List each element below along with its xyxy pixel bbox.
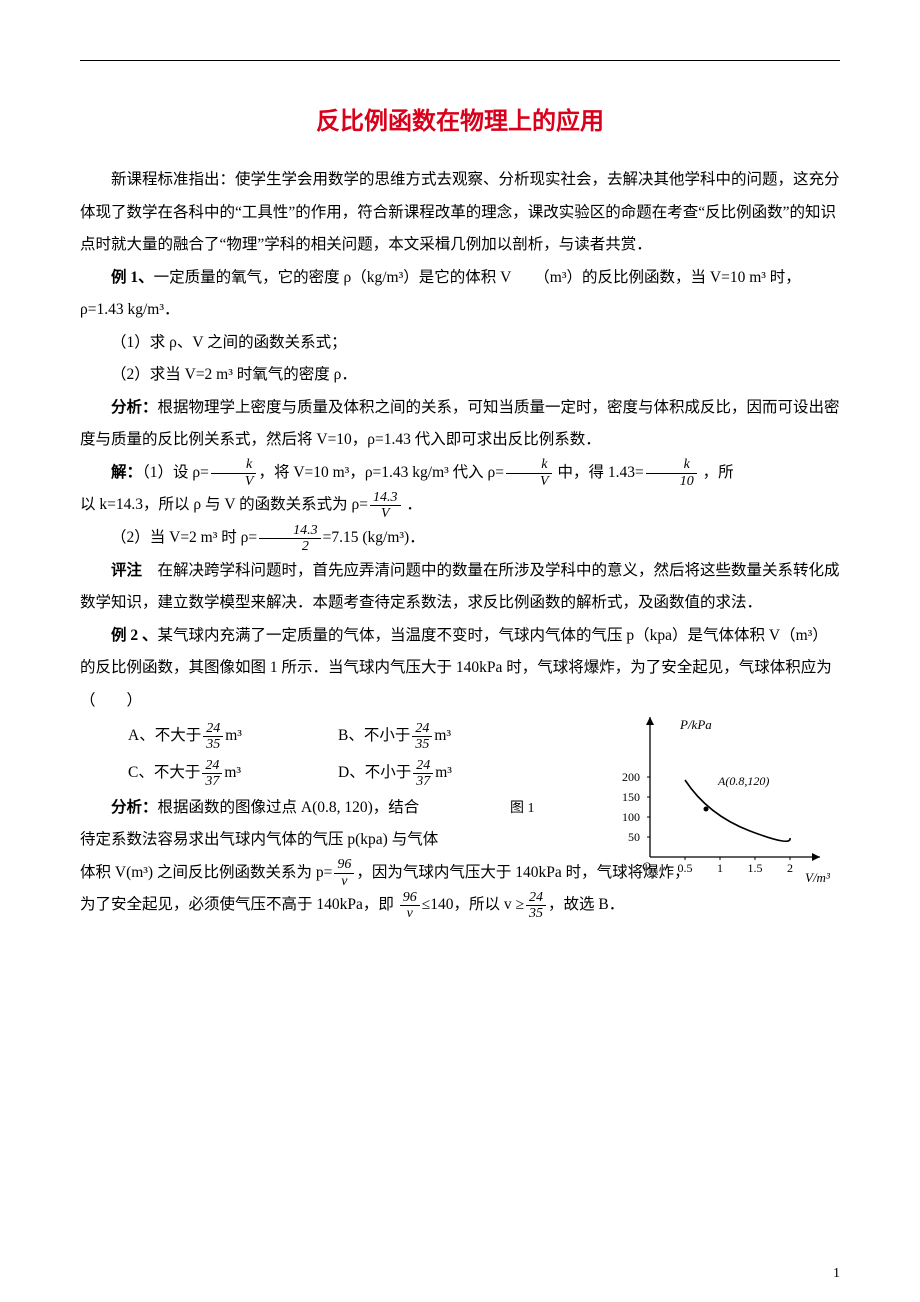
curve [685, 780, 790, 841]
example1: 例 1、一定质量的氧气，它的密度 ρ（kg/m³）是它的体积 V （m³）的反比… [80, 262, 840, 327]
ytick-200: 200 [622, 770, 640, 784]
analysis2-label: 分析： [111, 799, 158, 816]
xtick-05: 0.5 [678, 861, 693, 875]
analysis2-l4: 为了安全起见，必须使气压不高于 140kPa，即 96v≤140，所以 v ≥2… [80, 889, 840, 922]
point-a-label: A(0.8,120) [717, 774, 769, 788]
comment1-label: 评注 [111, 562, 142, 579]
ytick-150: 150 [622, 790, 640, 804]
xtick-1: 1 [717, 861, 723, 875]
analysis1: 分析：根据物理学上密度与质量及体积之间的关系，可知当质量一定时，密度与体积成反比… [80, 392, 840, 457]
example2-body: 某气球内充满了一定质量的气体，当温度不变时，气球内气体的气压 p（kpa）是气体… [80, 627, 832, 709]
example1-label: 例 1、 [111, 269, 154, 286]
y-axis-label: P/kPa [679, 717, 712, 732]
figure1-label: 图 1 [510, 797, 535, 817]
comment1-body: 在解决跨学科问题时，首先应弄清问题中的数量在所涉及学科中的意义，然后将这些数量关… [80, 562, 840, 612]
comment1: 评注 在解决跨学科问题时，首先应弄清问题中的数量在所涉及学科中的意义，然后将这些… [80, 555, 840, 620]
x-axis-label: V/m³ [805, 870, 831, 885]
xtick-2: 2 [787, 861, 793, 875]
analysis1-body: 根据物理学上密度与质量及体积之间的关系，可知当质量一定时，密度与体积成反比，因而… [80, 399, 840, 449]
origin-label: O [642, 859, 651, 873]
solution1-line1b: 以 k=14.3，所以 ρ 与 V 的函数关系式为 ρ=14.3V ． [80, 489, 840, 522]
page-number: 1 [833, 1266, 840, 1282]
page-title: 反比例函数在物理上的应用 [80, 101, 840, 136]
example1-q1: （1）求 ρ、V 之间的函数关系式； [80, 327, 840, 360]
option-b: B、不小于2435m³ [338, 717, 548, 754]
example2-label: 例 2 、 [111, 627, 158, 644]
intro-para: 新课程标准指出：使学生学会用数学的思维方式去观察、分析现实社会，去解决其他学科中… [80, 164, 840, 262]
ytick-100: 100 [622, 810, 640, 824]
solution1-label: 解： [111, 464, 142, 481]
example1-q2: （2）求当 V=2 m³ 时氧气的密度 ρ． [80, 359, 840, 392]
figure1-chart: 50 100 150 200 0.5 1 1.5 2 O P/kPa V/m³ … [590, 707, 850, 887]
point-a [704, 807, 709, 812]
solution1-line2: （2）当 V=2 m³ 时 ρ=14.32=7.15 (kg/m³)． [80, 522, 840, 555]
ytick-50: 50 [628, 830, 640, 844]
solution1-line1: 解：（1）设 ρ=kV，将 V=10 m³，ρ=1.43 kg/m³ 代入 ρ=… [80, 457, 840, 490]
example1-body: 一定质量的氧气，它的密度 ρ（kg/m³）是它的体积 V （m³）的反比例函数，… [80, 269, 801, 319]
option-d: D、不小于2437m³ [338, 754, 548, 791]
option-c: C、不大于2437m³ [128, 754, 338, 791]
option-a: A、不大于2435m³ [128, 717, 338, 754]
xtick-15: 1.5 [748, 861, 763, 875]
analysis2-l1: 分析：根据函数的图像过点 A(0.8, 120)，结合 [80, 792, 510, 825]
options-block: A、不大于2435m³ B、不小于2435m³ C、不大于2437m³ D、不小… [80, 717, 548, 791]
example2: 例 2 、某气球内充满了一定质量的气体，当温度不变时，气球内气体的气压 p（kp… [80, 620, 840, 718]
analysis1-label: 分析： [111, 399, 158, 416]
analysis2-l2: 待定系数法容易求出气球内气体的气压 p(kpa) 与气体 [80, 824, 510, 857]
